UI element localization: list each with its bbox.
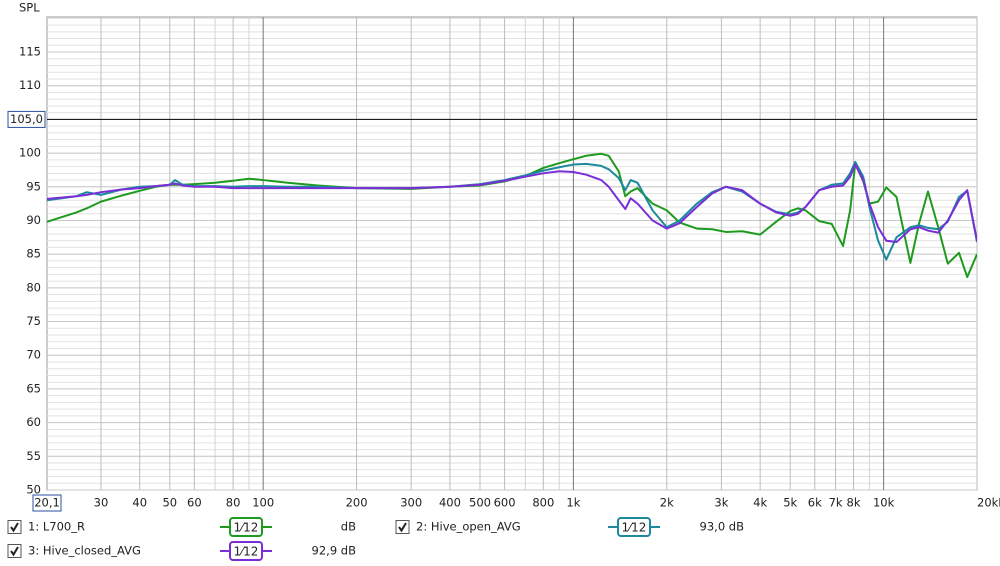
series-line <box>47 163 977 244</box>
legend-label: 3: Hive_closed_AVG <box>28 544 141 558</box>
cursor-label: 20,1 <box>34 496 60 510</box>
x-tick-label: 20kHz <box>977 496 1000 510</box>
x-tick-label: 400 <box>439 496 461 510</box>
smoothing-box[interactable] <box>617 517 651 537</box>
smoothing-box[interactable] <box>229 541 263 561</box>
y-tick-label: 110 <box>19 78 41 92</box>
x-tick-label: 300 <box>400 496 422 510</box>
cursor-label-box <box>32 494 62 512</box>
x-tick-label: 800 <box>532 496 554 510</box>
x-tick-label: 1k <box>566 496 580 510</box>
y-tick-label: 115 <box>19 45 41 59</box>
x-tick-label: 100 <box>252 496 274 510</box>
y-tick-label: 65 <box>26 381 41 395</box>
smoothing-label: 1⁄12 <box>622 521 647 535</box>
y-tick-label: 70 <box>26 348 41 362</box>
x-tick-label: 3k <box>714 496 728 510</box>
x-tick-label: 40 <box>132 496 147 510</box>
smoothing-label: 1⁄12 <box>234 521 259 535</box>
x-tick-label: 500 <box>469 496 491 510</box>
x-tick-label: 6k <box>808 496 822 510</box>
level-label: 92,9 dB <box>312 544 357 558</box>
smoothing-label: 1⁄12 <box>234 545 259 559</box>
y-tick-label: 90 <box>26 213 41 227</box>
x-tick-label: 8k <box>847 496 861 510</box>
checkmark <box>10 522 19 533</box>
x-tick-label: 600 <box>494 496 516 510</box>
x-tick-label: 4k <box>753 496 767 510</box>
cursor-label-box <box>7 110 46 128</box>
legend-label: 2: Hive_open_AVG <box>416 520 521 534</box>
y-tick-label: 80 <box>26 280 41 294</box>
smoothing-box[interactable] <box>229 517 263 537</box>
x-tick-label: 10k <box>873 496 895 510</box>
legend-entry: 1: L700_R 1⁄12 dB <box>7 517 356 537</box>
x-tick-label: 2k <box>660 496 674 510</box>
legend-entry: 3: Hive_closed_AVG 1⁄12 92,9 dB <box>7 541 357 561</box>
series-line <box>47 152 977 279</box>
plot-area <box>46 16 978 491</box>
y-tick-label: 100 <box>19 146 41 160</box>
y-tick-label: 85 <box>26 247 41 261</box>
x-tick-label: 60 <box>187 496 202 510</box>
x-tick-label: 50 <box>162 496 177 510</box>
x-tick-label: 7k <box>829 496 843 510</box>
x-tick-label: 5k <box>783 496 797 510</box>
checkmark <box>398 522 407 533</box>
x-tick-label: 30 <box>94 496 109 510</box>
x-tick-label: 80 <box>226 496 241 510</box>
y-tick-label: 55 <box>26 449 41 463</box>
y-tick-label: 60 <box>26 415 41 429</box>
checkmark <box>10 546 19 557</box>
legend-entry: 2: Hive_open_AVG 1⁄12 93,0 dB <box>395 517 745 537</box>
legend-label: 1: L700_R <box>28 520 85 534</box>
level-label: dB <box>341 520 356 534</box>
y-tick-label: 95 <box>26 179 41 193</box>
y-tick-label: 50 <box>26 483 41 497</box>
cursor-label: 105,0 <box>10 112 43 126</box>
y-axis-label: SPL <box>19 1 40 15</box>
level-label: 93,0 dB <box>700 520 745 534</box>
y-tick-label: 75 <box>26 314 41 328</box>
x-tick-label: 200 <box>346 496 368 510</box>
